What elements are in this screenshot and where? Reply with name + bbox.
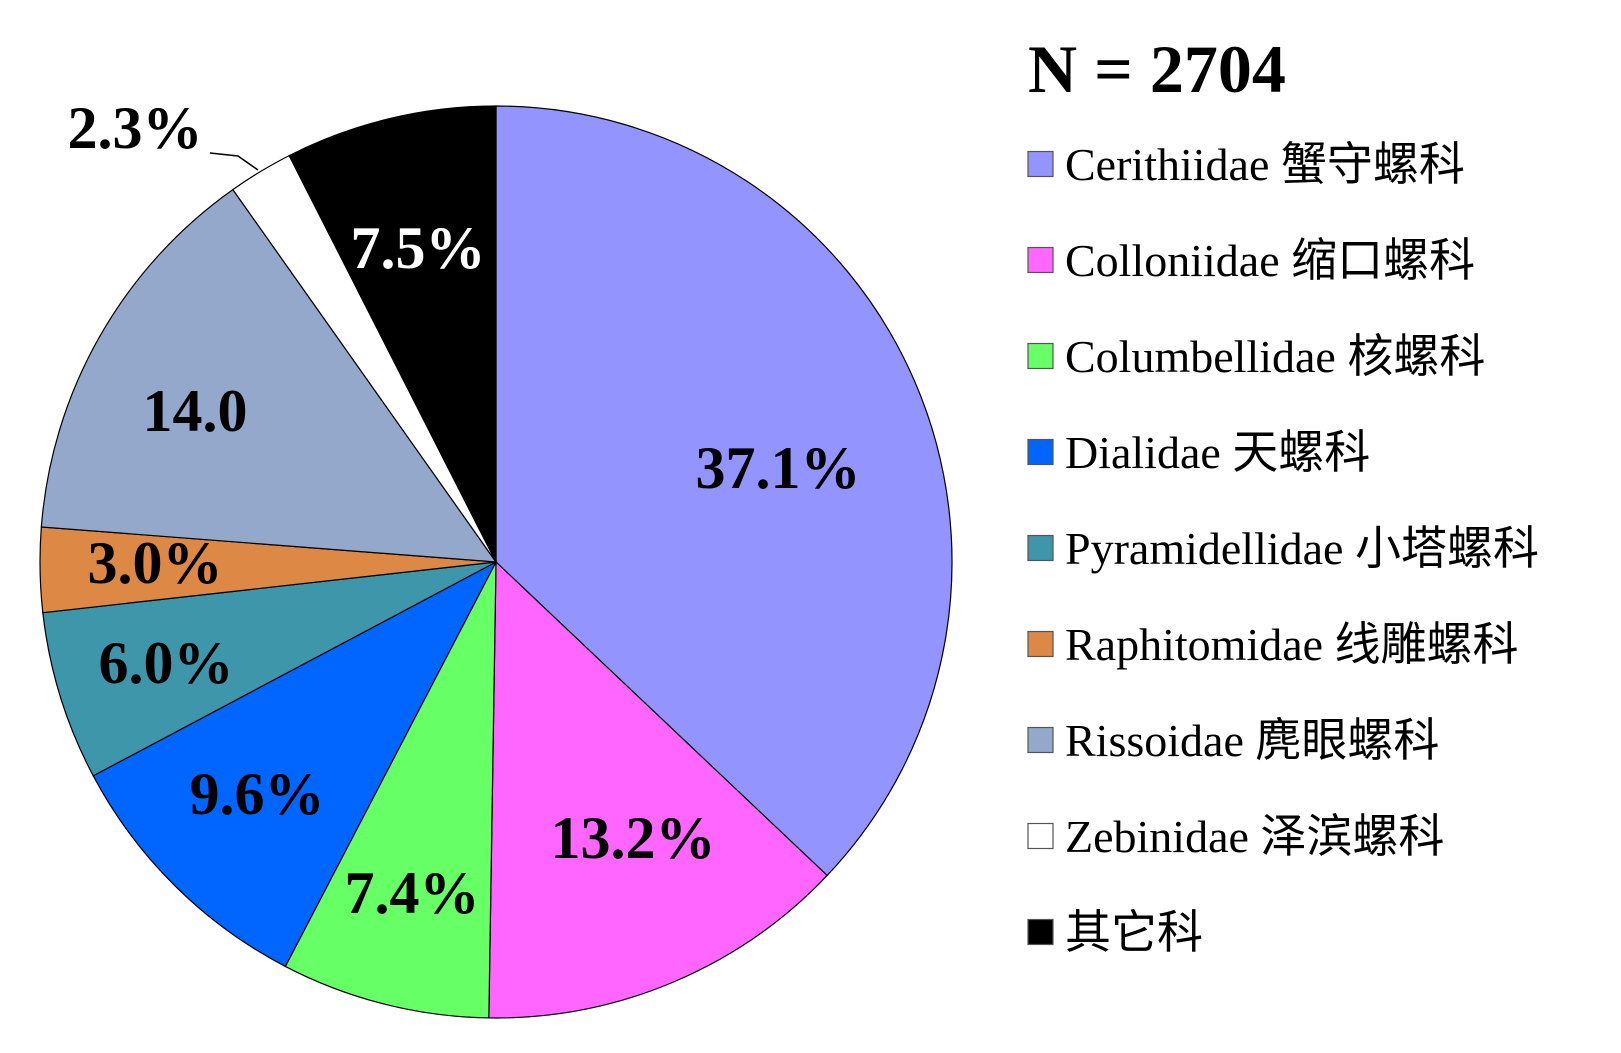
- legend-label-9: 其它科: [1065, 907, 1203, 958]
- legend-label-7: Rissoidae 麂眼螺科: [1065, 715, 1439, 766]
- slice-label-7: 14.0: [143, 378, 248, 444]
- legend-label-2: Colloniidae 缩口螺科: [1065, 235, 1475, 286]
- slice-label-3: 7.4%: [345, 860, 480, 926]
- legend-swatch-6: [1027, 630, 1054, 658]
- pie-slice-2: [488, 560, 829, 1019]
- legend-swatch-5: [1027, 534, 1054, 562]
- legend-label-5: Pyramidellidae 小塔螺科: [1065, 523, 1539, 574]
- slice-label-8: 2.3%: [68, 95, 203, 161]
- pie-slices: [39, 105, 953, 1019]
- pie-slice-7: [40, 188, 498, 563]
- legend: Cerithiidae 蟹守螺科 Colloniidae 缩口螺科 Columbel…: [1027, 139, 1539, 958]
- legend-swatch-3: [1027, 342, 1054, 370]
- pie-slice-4: [92, 560, 498, 968]
- pie-slice-5: [42, 561, 497, 777]
- pie-slice-1: [495, 105, 953, 877]
- slice-label-2: 13.2%: [551, 805, 716, 871]
- leader-line: [209, 152, 259, 171]
- slice-label-6: 3.0%: [88, 530, 223, 596]
- legend-label-6: Raphitomidae 线雕螺科: [1065, 619, 1519, 670]
- legend-swatch-9: [1027, 918, 1054, 946]
- pie-slice-3: [284, 561, 497, 1019]
- pie-labels: 37.1% 13.2% 7.4% 9.6% 6.0% 3.0% 14.0 2.3% 7.5%: [68, 95, 861, 926]
- legend-label-8: Zebinidae 泽滨螺科: [1065, 811, 1444, 862]
- legend-label-4: Dialidae 天螺科: [1065, 427, 1370, 478]
- slice-label-4: 9.6%: [190, 761, 325, 827]
- legend-swatch-4: [1027, 438, 1054, 466]
- legend-swatch-8: [1027, 822, 1054, 850]
- legend-label-3: Columbellidae 核螺科: [1065, 331, 1485, 382]
- legend-swatch-1: [1027, 150, 1054, 178]
- legend-swatch-2: [1027, 246, 1054, 274]
- legend-label-1: Cerithiidae 蟹守螺科: [1065, 139, 1465, 190]
- slice-label-9: 7.5%: [351, 215, 486, 281]
- slice-label-1: 37.1%: [696, 435, 861, 501]
- chart-title: N = 2704: [1028, 31, 1286, 107]
- slice-label-5: 6.0%: [99, 630, 234, 696]
- pie-slice-9: [288, 105, 497, 563]
- legend-swatch-7: [1027, 726, 1054, 754]
